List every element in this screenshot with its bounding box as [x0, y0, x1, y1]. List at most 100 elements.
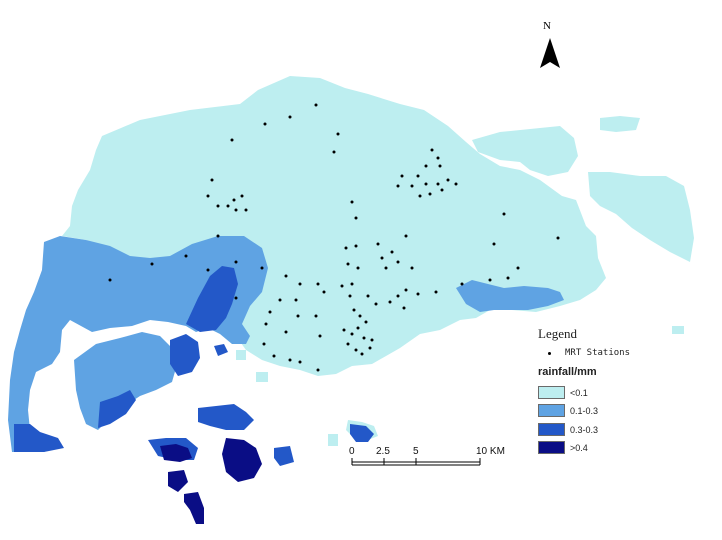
mrt-station-dot [354, 244, 358, 248]
mrt-station-dot [284, 274, 288, 278]
legend-title: Legend [538, 326, 577, 341]
mrt-station-dot [296, 314, 300, 318]
north-label: N [543, 20, 551, 32]
mrt-station-dot [234, 296, 238, 300]
mrt-station-dot [206, 268, 210, 272]
legend-class-label: 0.3-0.3 [570, 424, 599, 435]
mrt-station-dot [354, 348, 358, 352]
mrt-station-dot [384, 266, 388, 270]
mrt-station-dot [416, 292, 420, 296]
rainfall-zone-0.3-0.3 [170, 334, 200, 376]
mrt-station-dot [240, 194, 244, 198]
legend-rainfall-title: rainfall/mm [538, 366, 597, 378]
mrt-station-dot [184, 254, 188, 258]
mrt-station-dot [396, 260, 400, 264]
rainfall-zone-0.3-0.3 [198, 404, 254, 430]
legend-class-1: <0.1 [538, 386, 588, 399]
mrt-station-dot [380, 256, 384, 260]
rainfall-zone-0.3-0.3 [274, 446, 294, 466]
mrt-station-dot [206, 194, 210, 198]
rainfall-zone-0.3-0.3 [14, 424, 64, 452]
mrt-station-dot [424, 164, 428, 168]
mrt-station-dot [260, 266, 264, 270]
mrt-station-dot [284, 330, 288, 334]
mrt-station-dot [272, 354, 276, 358]
mrt-station-dot [108, 278, 112, 282]
mrt-station-dot [364, 320, 368, 324]
mrt-station-dot [492, 242, 496, 246]
mrt-station-dot [262, 342, 266, 346]
mrt-station-dot [316, 282, 320, 286]
mrt-station-dot [230, 138, 234, 142]
mrt-station-dot [216, 234, 220, 238]
rainfall-zone-0.3-0.3 [186, 266, 238, 332]
mrt-station-dot [318, 334, 322, 338]
scale-tick-label: 2.5 [376, 446, 390, 457]
mrt-station-dot [370, 338, 374, 342]
mrt-station-dot [390, 250, 394, 254]
mrt-station-dot [454, 182, 458, 186]
rainfall-zone-gt-0.4 [160, 444, 192, 462]
rainfall-zone-lt-0.1 [672, 326, 684, 334]
mrt-station-dot [342, 328, 346, 332]
mrt-station-dot [226, 204, 230, 208]
rainfall-zone-0.1-0.3 [456, 280, 564, 312]
mrt-station-dot [322, 290, 326, 294]
mrt-station-dot [446, 178, 450, 182]
mrt-station-dot [216, 204, 220, 208]
rainfall-zone-gt-0.4 [184, 492, 204, 524]
scale-bar [351, 458, 481, 466]
rainfall-zone-lt-0.1 [62, 76, 606, 376]
rainfall-zone-0.3-0.3 [214, 344, 228, 356]
mrt-station-dot [340, 284, 344, 288]
rainfall-zone-gt-0.4 [222, 438, 262, 482]
north-arrow-icon [540, 38, 560, 68]
mrt-station-dot [288, 115, 292, 119]
rainfall-zone-lt-0.1 [236, 350, 246, 360]
mrt-station-dot [396, 294, 400, 298]
mrt-station-dot [356, 326, 360, 330]
mrt-station-dot [402, 306, 406, 310]
rainfall-zone-0.3-0.3 [98, 390, 136, 428]
scale-tick-label: 0 [349, 446, 355, 457]
mrt-station-dot [234, 208, 238, 212]
mrt-station-dot [416, 174, 420, 178]
mrt-station-dot [506, 276, 510, 280]
rainfall-zone-lt-0.1 [588, 172, 694, 262]
mrt-station-dot [268, 310, 272, 314]
rainfall-zone-lt-0.1 [328, 434, 338, 446]
legend-swatch [538, 441, 565, 454]
scale-tick-label: 5 [413, 446, 419, 457]
mrt-station-dot-icon [548, 351, 551, 355]
legend-swatch [538, 423, 565, 436]
mrt-station-dot [278, 298, 282, 302]
mrt-station-dot [314, 314, 318, 318]
legend-class-label: >0.4 [570, 442, 588, 453]
mrt-station-dot [264, 322, 268, 326]
mrt-station-dot [232, 198, 236, 202]
mrt-station-dot [356, 266, 360, 270]
mrt-station-dot [400, 174, 404, 178]
mrt-station-dot [396, 184, 400, 188]
mrt-station-dot [294, 298, 298, 302]
mrt-station-dot [368, 346, 372, 350]
mrt-station-dot [366, 294, 370, 298]
legend-class-label: 0.1-0.3 [570, 405, 599, 416]
mrt-station-dot [234, 260, 238, 264]
mrt-station-dot [348, 294, 352, 298]
mrt-station-dot [502, 212, 506, 216]
mrt-station-dot [350, 200, 354, 204]
mrt-station-dot [336, 132, 340, 136]
mrt-station-dot [210, 178, 214, 182]
mrt-station-dot [150, 262, 154, 266]
mrt-station-dot [346, 262, 350, 266]
mrt-station-dot [428, 192, 432, 196]
mrt-station-dot [314, 103, 318, 107]
mrt-station-dot [424, 182, 428, 186]
mrt-station-dot [298, 360, 302, 364]
legend-swatch [538, 404, 565, 417]
mrt-station-dot [488, 278, 492, 282]
mrt-station-dot [244, 208, 248, 212]
mrt-station-dot [434, 290, 438, 294]
mrt-station-dot [350, 332, 354, 336]
